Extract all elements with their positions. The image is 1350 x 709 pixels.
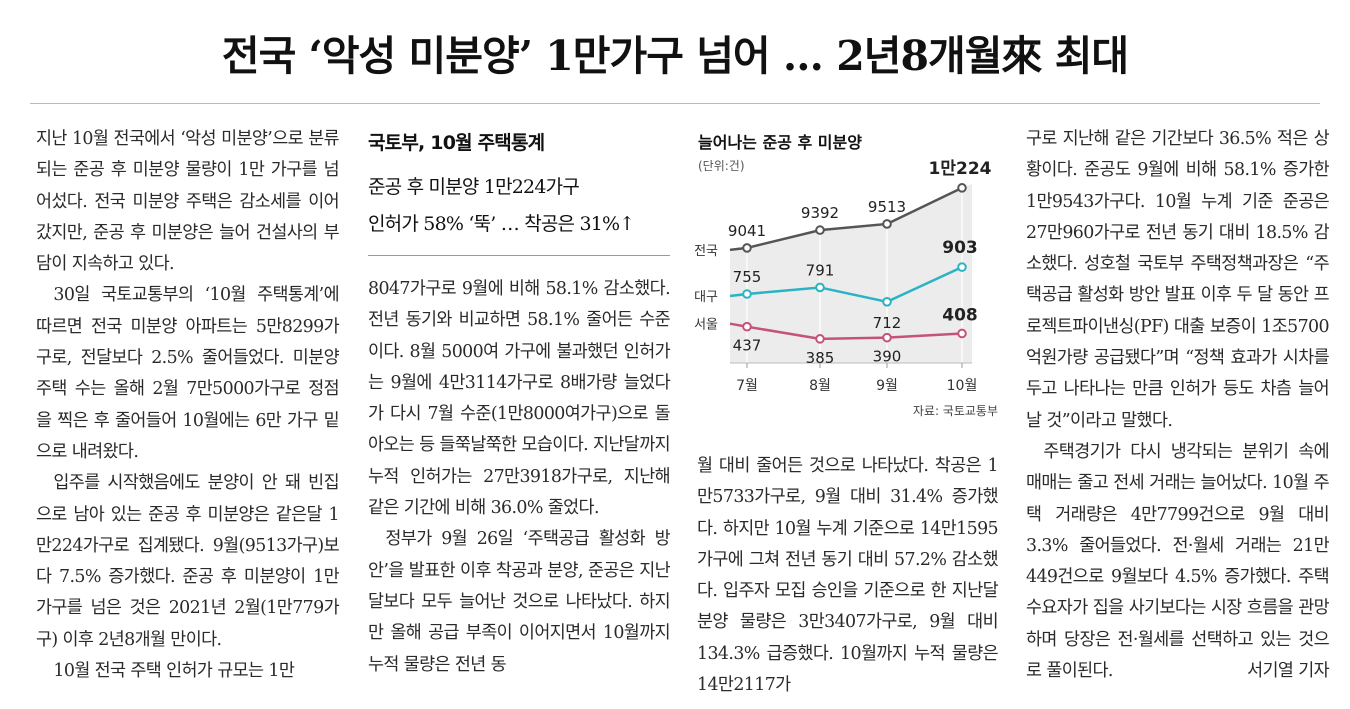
chart-data-label: 1만224	[929, 159, 992, 179]
chart-data-label: 408	[942, 305, 978, 325]
subheading-rule	[368, 255, 670, 256]
paragraph: 8047가구로 9월에 비해 58.1% 감소했다. 전년 동기와 비교하면 5…	[368, 279, 671, 519]
article-column-1: 지난 10월 전국에서 ‘악성 미분양’으로 분류되는 준공 후 미분양 물량이…	[36, 124, 340, 687]
paragraph: 정부가 9월 26일 ‘주택공급 활성화 방안’을 발표한 이후 착공과 분양,…	[368, 529, 671, 675]
subheading-2: 인허가 58% ‘뚝’ … 착공은 31%↑	[368, 213, 635, 235]
subheading-1: 준공 후 미분양 1만224가구	[368, 176, 580, 198]
chart-x-tick-label: 8월	[809, 378, 831, 394]
paragraph: 30일 국토교통부의 ‘10월 주택통계’에 따르면 전국 미분양 아파트는 5…	[36, 285, 340, 462]
chart-series-name: 전국	[694, 244, 718, 259]
chart-data-point	[957, 328, 967, 339]
chart-x-tick-label: 10월	[947, 378, 978, 394]
chart-data-label: 9392	[801, 204, 839, 222]
paragraph: 지난 10월 전국에서 ‘악성 미분양’으로 분류되는 준공 후 미분양 물량이…	[36, 129, 340, 275]
chart-data-label: 390	[873, 348, 902, 366]
chart-data-label: 385	[806, 349, 835, 367]
chart-unit: (단위:건)	[698, 159, 745, 173]
chart-data-point	[882, 332, 892, 343]
chart-data-point	[957, 183, 967, 193]
paragraph-text: 주택경기가 다시 냉각되는 분위기 속에 매매는 줄고 전세 거래는 늘어났다.…	[1026, 441, 1330, 682]
chart-plot-area: 7월 8월 9월 10월 전국 9041 9392 9513 1만224 대구 755 791 712 9…	[694, 159, 992, 394]
chart-data-label: 712	[873, 314, 902, 332]
chart-x-tick-label: 9월	[876, 378, 898, 394]
chart-data-point	[957, 262, 967, 272]
chart-series-line	[746, 265, 963, 304]
chart-data-point	[815, 282, 825, 293]
chart-data-label: 437	[733, 337, 762, 355]
paragraph: 월 대비 줄어든 것으로 나타났다. 착공은 1만5733가구로, 9월 대비 …	[697, 456, 999, 696]
chart-source: 자료: 국토교통부	[913, 404, 998, 418]
chart-data-point	[815, 334, 825, 344]
chart-data-point	[882, 219, 892, 229]
paragraph: 입주를 시작했음에도 분양이 안 돼 빈집으로 남아 있는 준공 후 미분양은 …	[36, 473, 340, 650]
chart-data-point	[882, 297, 892, 307]
headline-rule	[30, 103, 1320, 104]
chart-data-point	[815, 225, 825, 235]
chart-series-name: 서울	[694, 318, 718, 333]
chart-data-label: 9041	[728, 222, 766, 240]
chart-data-point	[742, 243, 752, 253]
chart-data-label: 791	[806, 261, 835, 279]
paragraph: 10월 전국 주택 인허가 규모는 1만	[53, 661, 295, 682]
article-column-2: 8047가구로 9월에 비해 58.1% 감소했다. 전년 동기와 비교하면 5…	[368, 274, 671, 681]
paragraph: 구로 지난해 같은 기간보다 36.5% 적은 상황이다. 준공도 9월에 비해…	[1026, 129, 1330, 431]
paragraph: 주택경기가 다시 냉각되는 분위기 속에 매매는 줄고 전세 거래는 늘어났다.…	[1026, 437, 1330, 687]
chart-series-name: 대구	[694, 290, 718, 305]
article-column-3: 월 대비 줄어든 것으로 나타났다. 착공은 1만5733가구로, 9월 대비 …	[697, 451, 999, 701]
headline: 전국 ‘악성 미분양’ 1만가구 넘어 … 2년8개월來 최대	[221, 32, 1129, 80]
chart-data-label: 9513	[868, 198, 906, 216]
chart-series-line	[746, 325, 963, 341]
chart-x-tick-label: 7월	[736, 378, 758, 394]
sidebar-title: 국토부, 10월 주택통계	[368, 132, 545, 154]
chart-data-label: 755	[733, 268, 762, 286]
chart-area-fill	[730, 183, 972, 363]
chart-data-point	[742, 321, 752, 332]
chart-data-point	[742, 289, 752, 299]
chart-title: 늘어나는 준공 후 미분양	[698, 133, 862, 152]
chart-data-label: 903	[942, 238, 978, 258]
byline: 서기열 기자	[1247, 661, 1330, 682]
article-column-4: 구로 지난해 같은 기간보다 36.5% 적은 상황이다. 준공도 9월에 비해…	[1026, 124, 1330, 687]
chart-series-line	[746, 186, 963, 250]
line-chart: 늘어나는 준공 후 미분양 (단위:건) 7월 8월 9월 10월 전국 9041 9392…	[694, 133, 998, 418]
